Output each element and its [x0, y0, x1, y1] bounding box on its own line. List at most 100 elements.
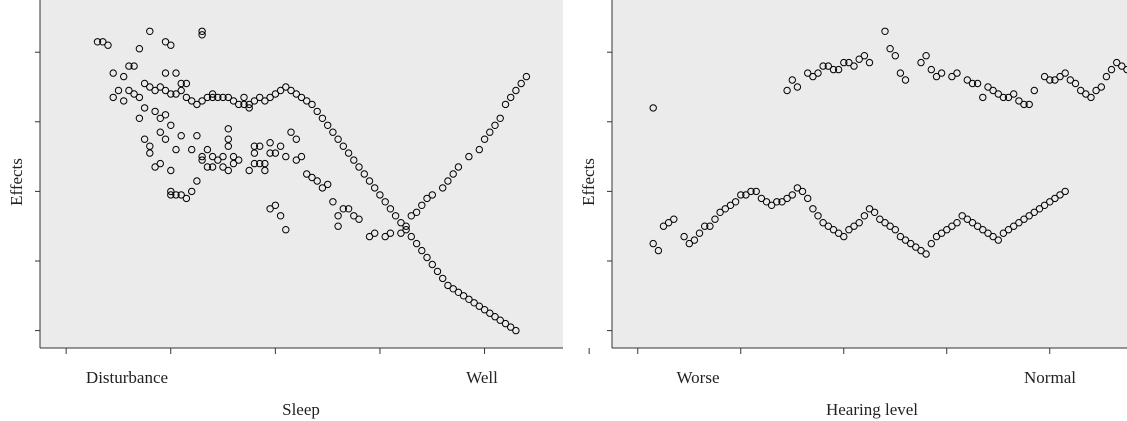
data-point: [188, 97, 196, 105]
data-point: [198, 97, 206, 105]
data-point: [1056, 72, 1064, 81]
data-point: [999, 229, 1008, 237]
data-point: [245, 100, 253, 109]
data-point: [984, 229, 992, 237]
data-point: [276, 142, 285, 150]
data-point: [793, 184, 802, 192]
data-point: [329, 198, 337, 206]
data-point: [167, 187, 175, 196]
data-point: [917, 58, 925, 67]
data-point: [1102, 72, 1111, 81]
data-point: [109, 69, 117, 77]
data-point: [287, 86, 295, 95]
data-point: [654, 246, 663, 255]
data-point: [344, 149, 353, 157]
data-point: [177, 132, 185, 140]
data-point: [881, 27, 889, 35]
data-point: [480, 306, 489, 314]
data-point: [313, 177, 321, 185]
data-point: [303, 97, 311, 105]
data-point: [1082, 90, 1090, 98]
data-point: [439, 184, 447, 192]
data-point: [1051, 194, 1059, 203]
data-point: [219, 163, 227, 171]
data-point: [407, 212, 415, 220]
x-ticks-hearing: [637, 348, 1051, 354]
data-point: [491, 313, 499, 321]
data-point: [208, 163, 217, 171]
data-point: [968, 219, 977, 227]
data-point: [428, 260, 436, 269]
data-point: [297, 93, 306, 102]
data-point: [999, 93, 1008, 102]
data-point: [486, 309, 494, 317]
data-point: [313, 107, 321, 116]
data-point: [901, 236, 910, 244]
data-point: [695, 229, 704, 237]
data-point: [120, 72, 128, 81]
data-point: [433, 267, 442, 276]
data-point: [444, 281, 452, 290]
data-point: [726, 201, 735, 210]
data-point: [182, 194, 191, 203]
data-point: [161, 86, 170, 95]
x-axis-hearing: [612, 347, 1127, 354]
data-point: [240, 100, 248, 109]
data-point: [870, 208, 879, 217]
data-point: [146, 142, 154, 150]
data-point: [834, 65, 843, 74]
x-tick-label-sleep-high: Well: [466, 368, 498, 387]
data-point: [229, 97, 238, 105]
data-point: [496, 114, 504, 123]
data-point: [752, 187, 760, 196]
data-point: [224, 93, 233, 102]
data-point: [125, 86, 133, 95]
data-point: [1030, 86, 1039, 95]
data-point: [1056, 191, 1064, 199]
data-point: [834, 229, 843, 237]
data-point: [958, 212, 966, 220]
data-point: [979, 93, 987, 102]
data-point: [1097, 83, 1106, 91]
data-point: [114, 86, 123, 95]
y-axis-sleep: [35, 0, 41, 348]
points-hearing: [649, 27, 1127, 258]
data-point: [1015, 219, 1023, 227]
data-point: [963, 215, 971, 223]
y-axis-hearing: [607, 0, 613, 348]
data-point: [402, 222, 410, 230]
data-point: [156, 114, 165, 123]
data-point: [245, 104, 253, 112]
data-point: [161, 135, 170, 143]
data-point: [224, 166, 233, 175]
data-point: [989, 232, 997, 241]
data-point: [1035, 205, 1044, 213]
data-point: [130, 90, 138, 98]
data-point: [994, 90, 1002, 98]
data-point: [767, 201, 776, 210]
y-axis-label-sleep: Effects: [7, 158, 26, 206]
data-point: [240, 93, 248, 102]
data-point: [282, 226, 290, 234]
data-point: [690, 236, 699, 244]
data-point: [140, 79, 149, 88]
data-point: [449, 170, 457, 178]
data-point: [177, 191, 185, 199]
data-point: [927, 239, 935, 248]
data-point: [1061, 69, 1069, 77]
data-point: [418, 201, 426, 210]
data-point: [922, 52, 930, 60]
data-point: [135, 114, 144, 123]
data-point: [747, 187, 755, 196]
data-point: [203, 145, 212, 154]
data-point: [912, 243, 920, 251]
x-axis-label-sleep: Sleep: [282, 400, 320, 419]
data-point: [860, 212, 869, 220]
data-point: [266, 93, 274, 102]
data-point: [203, 163, 212, 171]
data-point: [261, 97, 269, 105]
data-point: [486, 128, 494, 136]
data-point: [276, 86, 285, 95]
data-point: [282, 83, 290, 91]
data-point: [172, 90, 180, 98]
